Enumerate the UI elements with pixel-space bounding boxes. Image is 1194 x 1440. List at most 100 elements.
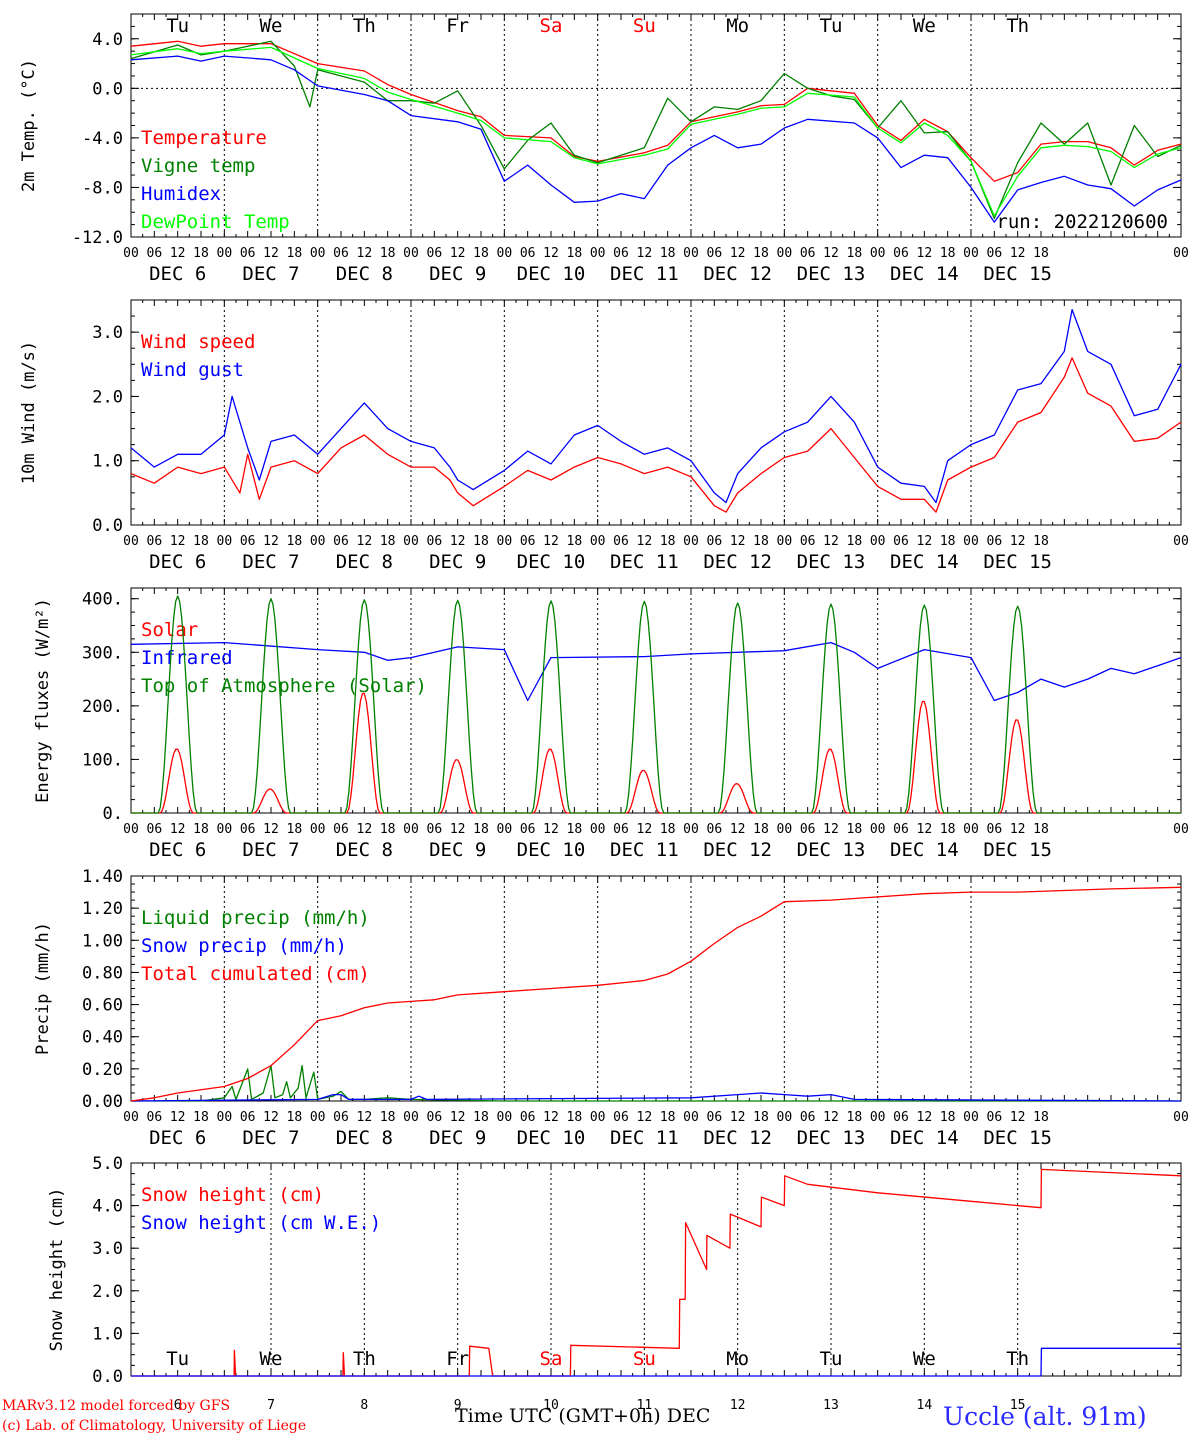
- y-tick-label: 4.0: [92, 1197, 123, 1217]
- x-hour-label: 18: [847, 246, 863, 261]
- y-tick-label: 3.0: [92, 1239, 123, 1259]
- weekday-label: Mo: [726, 15, 749, 37]
- x-hour-label: 12: [450, 534, 466, 549]
- x-date-label: DEC 6: [149, 1127, 206, 1149]
- x-day-number: 14: [917, 1398, 933, 1413]
- weekday-label: Tu: [166, 1348, 189, 1370]
- weekday-label: Mo: [726, 1348, 749, 1370]
- x-hour-label: 00: [683, 822, 699, 837]
- series-line-snow-height-cm-: [131, 1168, 1182, 1377]
- x-hour-label: 00: [403, 246, 419, 261]
- x-date-label: DEC 15: [983, 839, 1052, 861]
- x-hour-label: 18: [287, 822, 303, 837]
- x-hour-label: 06: [520, 1110, 536, 1125]
- x-date-label: DEC 15: [983, 263, 1052, 285]
- x-hour-label: 18: [567, 246, 583, 261]
- y-tick-label: 3.0: [92, 323, 123, 343]
- y-axis-label: Energy fluxes (W/m²): [33, 598, 53, 803]
- x-hour-label: 18: [940, 246, 956, 261]
- x-hour-label: 18: [567, 822, 583, 837]
- panel-wind: 3.0 2.0 1.0 0.0 10m Wind (m/s) 00 06 12 18 DEC 6 0…: [19, 299, 1189, 573]
- x-hour-label: 12: [357, 246, 373, 261]
- x-hour-label: 12: [823, 534, 839, 549]
- series-line-wind-speed: [130, 357, 1182, 513]
- x-hour-label: 06: [240, 246, 256, 261]
- x-date-label: DEC 10: [517, 839, 586, 861]
- x-hour-label: 06: [427, 822, 443, 837]
- legend-entry: Wind gust: [141, 359, 244, 381]
- x-hour-label: 00: [777, 1110, 793, 1125]
- x-hour-label: 12: [357, 822, 373, 837]
- x-hour-label: 12: [1010, 534, 1026, 549]
- x-hour-label: 18: [660, 246, 676, 261]
- weekday-label: We: [913, 1348, 936, 1370]
- legend-entry: Infrared: [141, 647, 233, 669]
- x-hour-label: 00: [403, 1110, 419, 1125]
- x-hour-label: 18: [380, 246, 396, 261]
- x-date-label: DEC 13: [797, 551, 866, 573]
- x-hour-label: 18: [287, 1110, 303, 1125]
- x-hour-label: 12: [823, 1110, 839, 1125]
- legend-entry: Wind speed: [141, 331, 255, 353]
- weekday-label: Su: [633, 1348, 656, 1370]
- x-hour-label: 12: [823, 246, 839, 261]
- x-hour-label: 06: [613, 534, 629, 549]
- x-hour-label: 00: [683, 246, 699, 261]
- x-date-label: DEC 15: [983, 551, 1052, 573]
- x-date-label: DEC 7: [242, 551, 299, 573]
- y-tick-label: 300.: [82, 643, 123, 663]
- x-hour-label: 00: [870, 534, 886, 549]
- x-hour-label: 06: [333, 1110, 349, 1125]
- x-hour-label: 12: [637, 534, 653, 549]
- series-line-snow-precip-mm-h-: [130, 1092, 1182, 1102]
- x-hour-label: 00: [310, 534, 326, 549]
- x-hour-label: 00: [777, 822, 793, 837]
- x-hour-label: 06: [613, 1110, 629, 1125]
- x-hour-label: 06: [427, 246, 443, 261]
- y-axis-label: Snow height (cm): [47, 1188, 67, 1352]
- x-hour-label: 18: [1033, 822, 1049, 837]
- y-tick-label: -12.0: [72, 228, 123, 248]
- x-hour-label: 06: [893, 822, 909, 837]
- y-tick-label: 0.0: [92, 516, 123, 536]
- legend-entry: Snow precip (mm/h): [141, 935, 347, 957]
- y-axis-label: Precip (mm/h): [33, 922, 53, 1055]
- x-hour-label: 06: [520, 822, 536, 837]
- series-line-snow-height-cm-w-e-: [131, 1347, 1181, 1377]
- station-label: Uccle (alt. 91m): [943, 1402, 1147, 1431]
- x-date-label: DEC 8: [336, 551, 393, 573]
- lab-credit: (c) Lab. of Climatology, University of L…: [2, 1418, 307, 1434]
- x-hour-label: 00: [870, 1110, 886, 1125]
- x-hour-label: 00: [963, 246, 979, 261]
- x-hour-label: 00: [310, 822, 326, 837]
- x-hour-label: 00: [1173, 534, 1189, 549]
- y-tick-label: 1.0: [92, 452, 123, 472]
- x-hour-label: 00: [963, 1110, 979, 1125]
- y-tick-label: 0.60: [82, 996, 123, 1016]
- legend-entry: Snow height (cm W.E.): [141, 1212, 381, 1234]
- x-hour-label: 06: [613, 822, 629, 837]
- x-hour-label: 06: [427, 1110, 443, 1125]
- x-hour-label: 12: [637, 1110, 653, 1125]
- x-hour-label: 00: [683, 1110, 699, 1125]
- x-day-number: 10: [543, 1398, 559, 1413]
- legend-entry: Total cumulated (cm): [141, 963, 370, 985]
- x-hour-label: 18: [193, 246, 209, 261]
- x-hour-label: 12: [170, 822, 186, 837]
- x-hour-label: 12: [170, 1110, 186, 1125]
- x-hour-label: 06: [987, 822, 1003, 837]
- x-hour-label: 12: [637, 822, 653, 837]
- x-hour-label: 12: [263, 246, 279, 261]
- x-hour-label: 12: [730, 822, 746, 837]
- x-hour-label: 00: [683, 534, 699, 549]
- x-date-label: DEC 12: [703, 839, 772, 861]
- weekday-label: Tu: [166, 15, 189, 37]
- x-date-label: DEC 11: [610, 263, 679, 285]
- x-hour-label: 00: [217, 246, 233, 261]
- x-hour-label: 06: [707, 246, 723, 261]
- x-date-label: DEC 12: [703, 1127, 772, 1149]
- x-hour-label: 00: [217, 822, 233, 837]
- x-hour-label: 00: [1173, 822, 1189, 837]
- x-hour-label: 18: [1033, 1110, 1049, 1125]
- x-hour-label: 06: [240, 1110, 256, 1125]
